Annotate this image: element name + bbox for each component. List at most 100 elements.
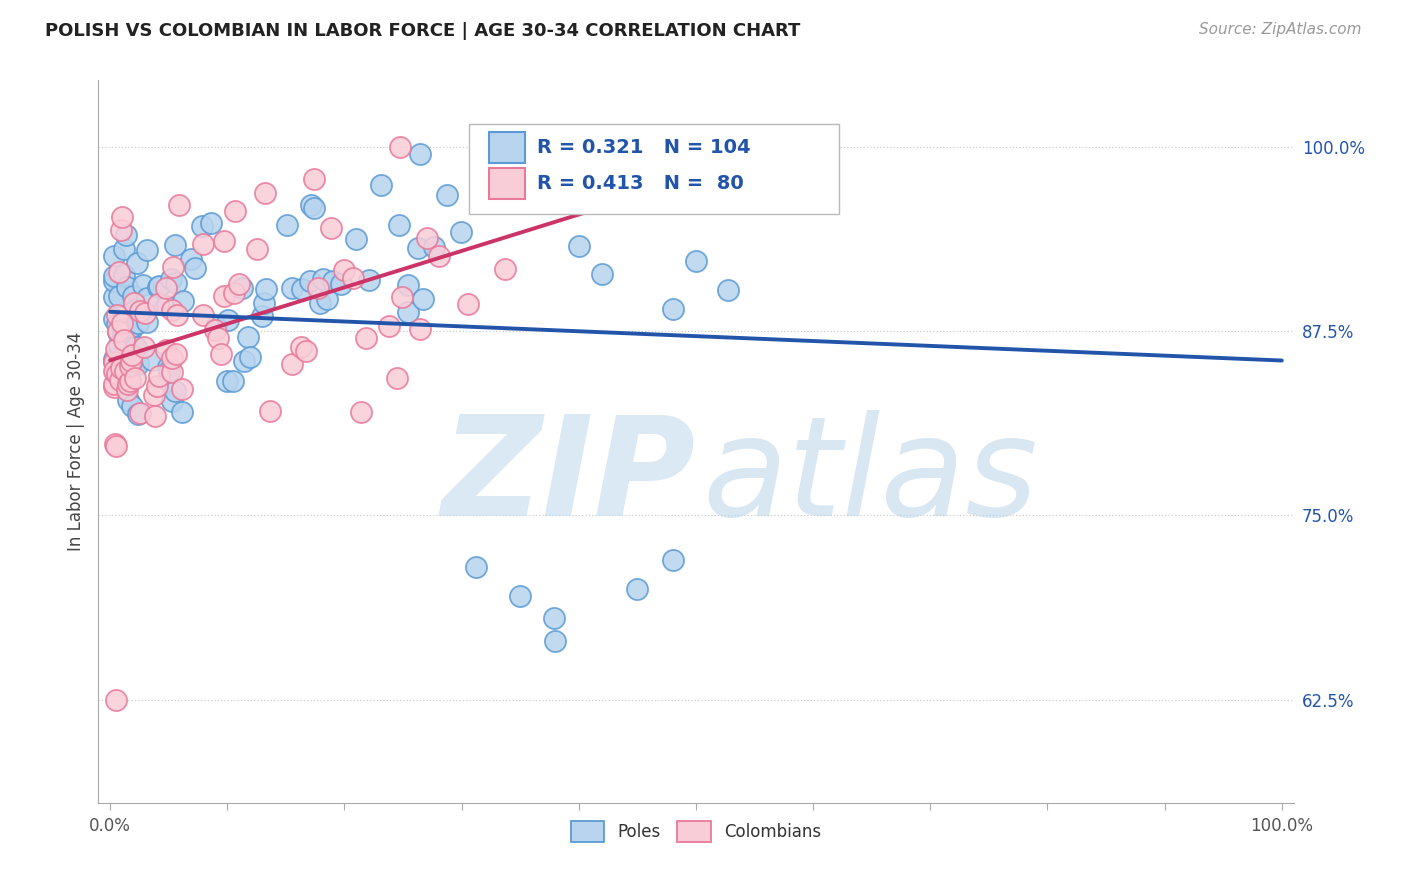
Y-axis label: In Labor Force | Age 30-34: In Labor Force | Age 30-34	[66, 332, 84, 551]
Point	[115, 321, 138, 335]
Point	[253, 296, 276, 310]
Point	[370, 178, 392, 192]
Point	[115, 327, 138, 342]
Point	[160, 365, 183, 379]
Point	[344, 232, 367, 246]
Point	[125, 354, 148, 368]
Point	[204, 319, 226, 334]
Point	[209, 347, 232, 361]
Point	[276, 219, 298, 233]
Point	[308, 296, 330, 310]
Point	[103, 290, 125, 304]
Point	[259, 404, 281, 418]
Point	[661, 552, 683, 566]
Point	[302, 172, 325, 186]
Point	[548, 159, 571, 173]
Point	[246, 242, 269, 256]
Point	[298, 274, 321, 288]
Point	[127, 316, 149, 330]
Point	[316, 292, 339, 306]
Point	[457, 297, 479, 311]
Point	[160, 272, 183, 286]
Point	[217, 313, 239, 327]
Point	[155, 281, 177, 295]
Point	[157, 359, 180, 374]
Point	[135, 243, 157, 257]
Point	[165, 347, 187, 361]
Point	[231, 281, 253, 295]
Point	[114, 342, 136, 356]
Point	[127, 357, 149, 371]
Point	[166, 308, 188, 322]
Point	[290, 282, 312, 296]
Point	[104, 692, 127, 706]
Point	[146, 297, 169, 311]
Point	[103, 268, 125, 283]
Point	[162, 260, 184, 274]
Point	[172, 293, 194, 308]
Point	[236, 330, 259, 344]
Point	[103, 364, 125, 378]
Point	[377, 318, 399, 333]
Point	[170, 405, 193, 419]
Point	[422, 239, 444, 253]
Point	[103, 351, 125, 366]
Text: atlas: atlas	[702, 410, 1038, 545]
Point	[464, 560, 486, 574]
Point	[105, 367, 128, 381]
Text: ZIP: ZIP	[441, 410, 696, 545]
Point	[167, 197, 190, 211]
Point	[568, 239, 591, 253]
FancyBboxPatch shape	[489, 132, 524, 162]
Point	[281, 281, 304, 295]
Point	[124, 370, 146, 384]
Point	[319, 221, 342, 235]
Point	[114, 364, 136, 378]
Point	[228, 277, 250, 292]
Point	[342, 270, 364, 285]
Point	[224, 204, 246, 219]
Point	[160, 351, 183, 365]
Point	[685, 254, 707, 268]
Point	[409, 147, 432, 161]
Point	[389, 139, 412, 153]
Point	[108, 337, 131, 351]
Point	[184, 260, 207, 275]
Point	[107, 325, 129, 339]
Point	[693, 194, 716, 209]
Point	[122, 341, 145, 355]
Point	[105, 358, 128, 372]
Point	[136, 291, 159, 305]
Point	[160, 394, 183, 409]
Point	[122, 289, 145, 303]
Point	[330, 277, 353, 291]
Point	[104, 437, 127, 451]
Point	[396, 278, 419, 293]
Point	[121, 348, 143, 362]
Point	[391, 290, 413, 304]
Point	[717, 283, 740, 297]
Point	[662, 159, 685, 173]
Point	[125, 301, 148, 316]
Point	[105, 308, 128, 322]
Text: R = 0.413   N =  80: R = 0.413 N = 80	[537, 174, 744, 193]
Text: POLISH VS COLOMBIAN IN LABOR FORCE | AGE 30-34 CORRELATION CHART: POLISH VS COLOMBIAN IN LABOR FORCE | AGE…	[45, 22, 800, 40]
Point	[146, 379, 169, 393]
Point	[408, 322, 430, 336]
Point	[148, 279, 170, 293]
Point	[143, 388, 166, 402]
Point	[163, 237, 186, 252]
Point	[112, 242, 135, 256]
Point	[156, 299, 179, 313]
Point	[103, 274, 125, 288]
Point	[239, 350, 262, 364]
Point	[509, 590, 531, 604]
Point	[121, 399, 143, 413]
Point	[143, 409, 166, 423]
Point	[118, 359, 141, 373]
Point	[108, 289, 131, 303]
Point	[170, 382, 193, 396]
Point	[110, 210, 132, 224]
Point	[591, 267, 613, 281]
Point	[302, 201, 325, 215]
